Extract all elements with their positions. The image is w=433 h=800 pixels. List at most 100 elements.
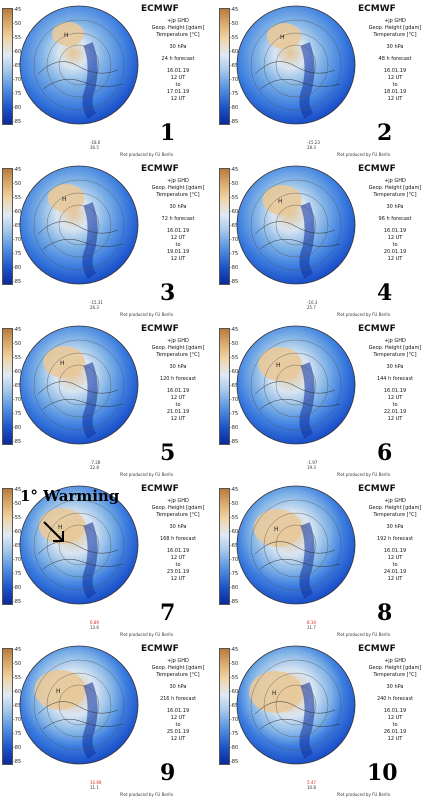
wind-max-value: 26.3 [90, 305, 99, 310]
forecast-panel: -45 -50 -55 -60 -65 -70 -75 -80 -85 H ECMWF +jp GHD… [217, 160, 433, 320]
panel-number: 7 [160, 600, 176, 626]
forecast-info: +jp GHD Geop. Height [gdam] Temperature [°… [359, 658, 431, 743]
colorbar-tick: -80 [13, 265, 22, 271]
valid-word: to [175, 242, 181, 248]
field-label: Temperature [°C] [156, 192, 200, 198]
colorbar-tick: -45 [13, 327, 22, 333]
init-hour: 12 UT [170, 715, 186, 721]
colorbar-tick: -70 [13, 557, 22, 563]
field-label: Geop. Height [gdam] [368, 25, 422, 31]
colorbar-tick: -70 [13, 237, 22, 243]
panel-number: 5 [160, 440, 176, 466]
colorbar-tick: -60 [230, 209, 239, 215]
ecmwf-title: ECMWF [358, 324, 396, 334]
colorbar-tick: -70 [230, 397, 239, 403]
svg-text:H: H [272, 690, 277, 697]
polar-map: H [19, 645, 139, 765]
colorbar-tick: -60 [13, 209, 22, 215]
colorbar-tick: -75 [230, 251, 239, 257]
colorbar-tick: -65 [230, 223, 239, 229]
colorbar-tick: -60 [13, 49, 22, 55]
colorbar-tick: -80 [230, 585, 239, 591]
colorbar-tick: -85 [13, 599, 22, 605]
field-label: Geop. Height [gdam] [151, 25, 205, 31]
field-label: Geop. Height [gdam] [368, 665, 422, 671]
colorbar-tick: -45 [13, 487, 22, 493]
subtitle: +jp GHD [384, 658, 406, 664]
forecast-panel: -45 -50 -55 -60 -65 -70 -75 -80 -85 H ECMWF +jp GHD… [217, 0, 433, 160]
svg-text:H: H [278, 198, 283, 205]
max-values: -10.3 25.7 [307, 300, 317, 310]
credit-text: Plot produced by FU Berlin [337, 632, 391, 637]
colorbar-tick: -80 [13, 105, 22, 111]
forecast-info: +jp GHD Geop. Height [gdam] Temperature [°… [142, 338, 214, 423]
forecast-label: 216 h forecast [159, 696, 197, 702]
colorbar-tick: -80 [13, 585, 22, 591]
wind-max-value: 10.8 [307, 785, 316, 790]
field-label: Geop. Height [gdam] [368, 185, 422, 191]
colorbar-tick: -75 [230, 731, 239, 737]
forecast-label: 192 h forecast [376, 536, 414, 542]
polar-map: H [19, 485, 139, 605]
temp-max-value: -7.28 [90, 460, 101, 465]
forecast-info: +jp GHD Geop. Height [gdam] Temperature [°… [359, 18, 431, 103]
field-label: Geop. Height [gdam] [368, 505, 422, 511]
colorbar-tick: -75 [13, 571, 22, 577]
forecast-info: +jp GHD Geop. Height [gdam] Temperature [°… [142, 498, 214, 583]
forecast-info: +jp GHD Geop. Height [gdam] Temperature [°… [142, 178, 214, 263]
colorbar-tick: -55 [13, 515, 22, 521]
subtitle: +jp GHD [167, 658, 189, 664]
colorbar-tick: -75 [13, 251, 22, 257]
level-label: 30 hPa [169, 364, 187, 370]
wind-max-value: 13.6 [90, 625, 99, 630]
colorbar-tick: -70 [13, 77, 22, 83]
credit-text: Plot produced by FU Berlin [120, 792, 174, 797]
colorbar-tick: -45 [230, 7, 239, 13]
colorbar-tick: -45 [230, 647, 239, 653]
init-date: 16.01.19 [383, 68, 407, 74]
field-label: Temperature [°C] [156, 352, 200, 358]
init-date: 16.01.19 [383, 228, 407, 234]
colorbar-tick: -65 [230, 383, 239, 389]
panel-number: 2 [377, 120, 393, 146]
panel-number: 6 [377, 440, 393, 466]
colorbar-tick: -55 [230, 515, 239, 521]
colorbar-tick: -70 [230, 77, 239, 83]
colorbar-tick: -55 [13, 355, 22, 361]
valid-date: 22.01.19 [383, 409, 407, 415]
init-date: 16.01.19 [383, 708, 407, 714]
init-hour: 12 UT [387, 395, 403, 401]
colorbar-tick: -70 [13, 717, 22, 723]
polar-map: H [236, 645, 356, 765]
level-label: 30 hPa [386, 44, 404, 50]
valid-hour: 12 UT [387, 416, 403, 422]
ecmwf-title: ECMWF [141, 484, 179, 494]
valid-hour: 12 UT [170, 96, 186, 102]
temp-max-value: 5.47 [307, 780, 316, 785]
valid-date: 19.01.19 [166, 249, 190, 255]
warming-annotation: 1° Warming [20, 487, 120, 505]
colorbar-tick: -65 [13, 703, 22, 709]
forecast-panel: -45 -50 -55 -60 -65 -70 -75 -80 -85 H ECMWF +jp GHD… [0, 320, 216, 480]
colorbar-tick: -80 [230, 745, 239, 751]
field-label: Temperature [°C] [156, 32, 200, 38]
temp-max-value: -15.31 [90, 300, 103, 305]
credit-text: Plot produced by FU Berlin [120, 632, 174, 637]
forecast-label: 144 h forecast [376, 376, 414, 382]
colorbar-tick: -65 [230, 703, 239, 709]
credit-text: Plot produced by FU Berlin [120, 152, 174, 157]
credit-text: Plot produced by FU Berlin [337, 472, 391, 477]
valid-date: 25.01.19 [166, 729, 190, 735]
max-values: -18.6 30.5 [90, 140, 100, 150]
valid-hour: 12 UT [170, 576, 186, 582]
svg-text:H: H [280, 34, 285, 41]
credit-text: Plot produced by FU Berlin [120, 312, 174, 317]
colorbar-tick: -55 [13, 195, 22, 201]
field-label: Temperature [°C] [373, 352, 417, 358]
forecast-info: +jp GHD Geop. Height [gdam] Temperature [°… [359, 498, 431, 583]
field-label: Temperature [°C] [156, 512, 200, 518]
polar-map: H [19, 165, 139, 285]
colorbar-tick: -55 [230, 35, 239, 41]
wind-max-value: 28.3 [307, 145, 316, 150]
colorbar-tick: -75 [230, 571, 239, 577]
